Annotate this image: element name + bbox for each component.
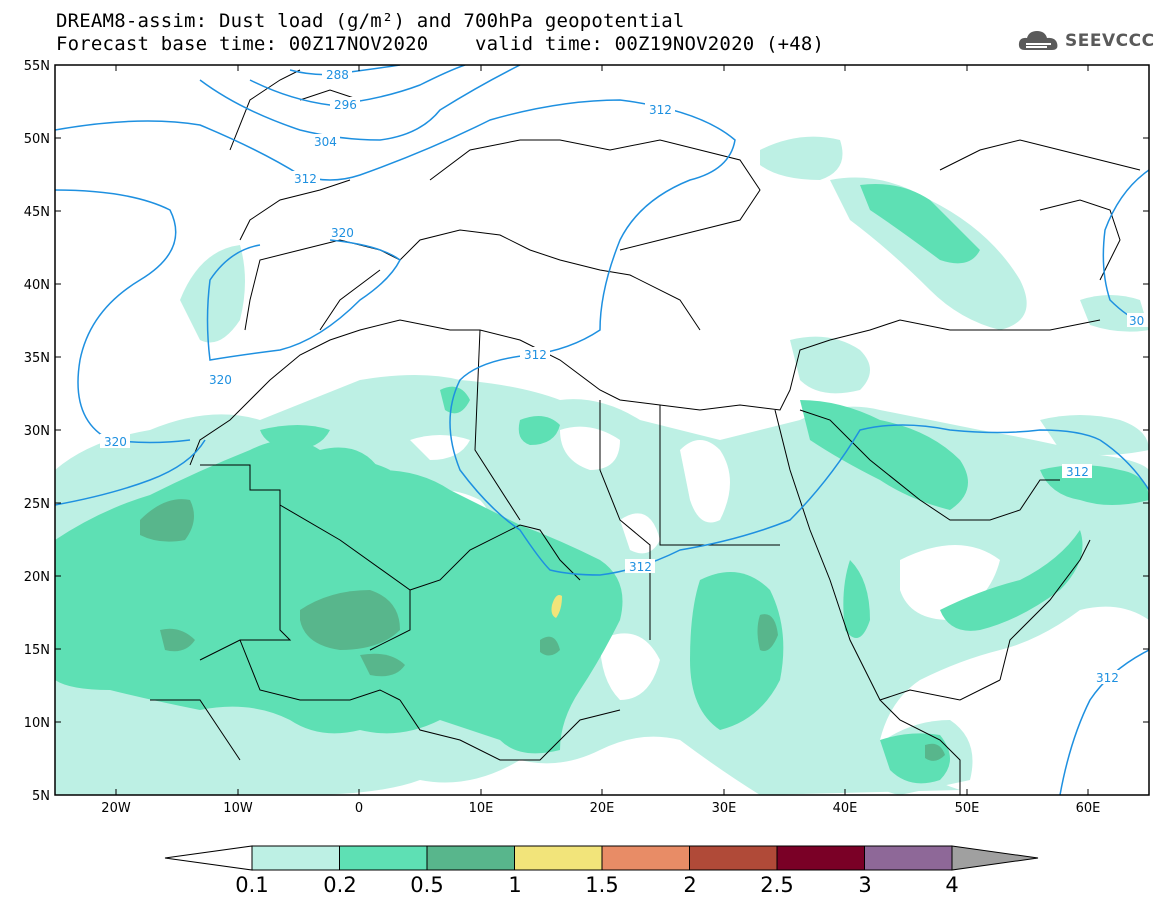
colorbar-box [601,845,690,871]
lat-label: 5N [32,789,50,804]
lat-label: 35N [24,351,50,366]
contour-label: 312 [629,560,652,574]
cloud-icon [1018,31,1058,50]
lat-label: 50N [24,132,50,147]
latitude-axis: 55N 50N 45N 40N 35N 30N 25N 20N 15N 10N … [24,59,1149,804]
lon-label: 60E [1076,801,1101,816]
valid-time-label: valid time: 00Z19NOV2020 (+48) [475,33,825,55]
contour-label: 320 [331,226,354,240]
map-title-line1: DREAM8-assim: Dust load (g/m²) and 700hP… [56,10,685,32]
contour-label: 312 [649,103,672,117]
lat-label: 45N [24,205,50,220]
colorbar-labels: 0.1 0.2 0.5 1 1.5 2 2.5 3 4 [235,873,958,897]
dust-layer-0.5 [140,499,945,761]
lat-label: 10N [24,716,50,731]
contour-label: 312 [1096,671,1119,685]
contour-label: 312 [524,348,547,362]
lon-label: 0 [355,801,363,816]
colorbar-box [689,845,778,871]
contour-label: 30 [1129,314,1144,328]
colorbar-box [426,845,515,871]
colorbar-label: 2.5 [760,873,793,897]
colorbar-box [339,845,428,871]
colorbar-box [864,845,953,871]
lon-label: 10E [469,801,494,816]
lon-label: 40E [833,801,858,816]
longitude-axis: 20W 10W 0 10E 20E 30E 40E 50E 60E [101,65,1100,816]
country-borders [150,69,1141,795]
colorbar-label: 4 [945,873,958,897]
colorbar-box [514,845,603,871]
lon-label: 30E [712,801,737,816]
seevccc-logo: SEEVCCC [1017,26,1155,56]
lat-label: 15N [24,643,50,658]
contour-label: 296 [334,98,357,112]
lat-label: 30N [24,424,50,439]
colorbar-label: 0.1 [235,873,268,897]
contour-label: 312 [294,172,317,186]
lon-label: 10W [223,801,253,816]
lon-label: 50E [955,801,980,816]
logo-text: SEEVCCC [1065,31,1155,51]
contour-label: 304 [314,135,337,149]
lon-label: 20E [590,801,615,816]
colorbar-label: 0.2 [323,873,356,897]
dust-layer-1 [551,595,562,618]
contour-label: 320 [104,435,127,449]
lat-label: 20N [24,570,50,585]
contour-label: 288 [326,68,349,82]
colorbar-label: 1 [508,873,521,897]
lat-label: 55N [24,59,50,74]
contour-labels: 288 296 304 312 312 320 320 320 312 312 … [100,67,1149,685]
lon-label: 20W [101,801,131,816]
contour-label: 312 [1066,465,1089,479]
lat-label: 40N [24,278,50,293]
colorbar-low-arrow [164,845,253,871]
base-time-label: Forecast base time: 00Z17NOV2020 [56,33,429,55]
colorbar-label: 3 [858,873,871,897]
lat-label: 25N [24,497,50,512]
colorbar-high-arrow [951,845,1039,871]
colorbar-box [776,845,865,871]
colorbar-label: 0.5 [410,873,443,897]
colorbar-box [251,845,340,871]
colorbar-label: 1.5 [585,873,618,897]
contour-label: 320 [209,373,232,387]
colorbar-label: 2 [683,873,696,897]
colorbar [164,845,1039,871]
map-title-line2: Forecast base time: 00Z17NOV2020 valid t… [56,33,824,55]
